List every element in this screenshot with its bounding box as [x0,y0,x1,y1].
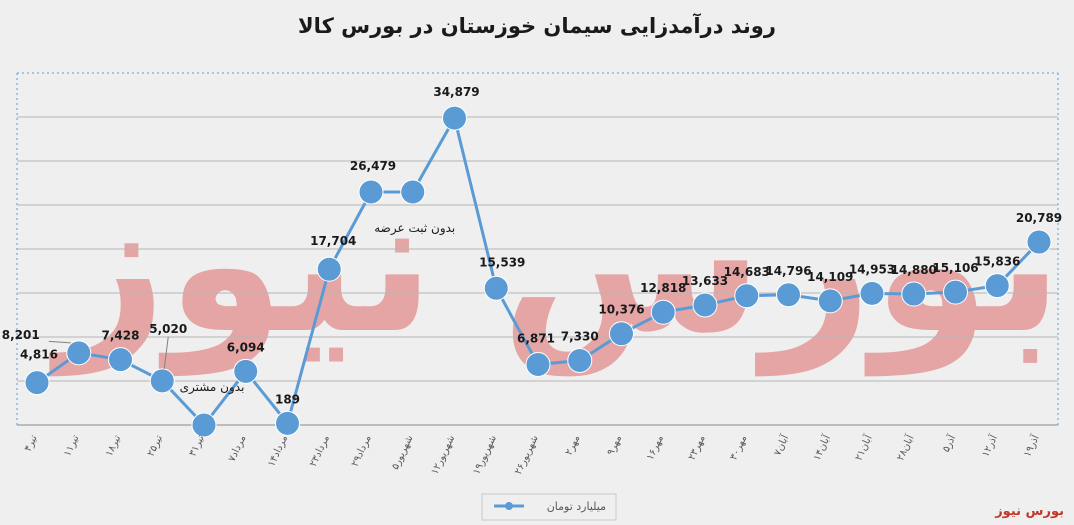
data-label: 15,539 [479,255,525,269]
data-point [567,347,593,373]
data-label: 7,330 [561,329,599,343]
data-point [108,347,133,373]
data-point [650,299,676,325]
x-tick-label: ۲۸آبان [893,432,917,463]
data-point [233,358,259,384]
data-label: 5,020 [149,322,187,336]
data-labels: 4,816 8,201 7,428 5,020 6,094 189 17,704 26,479… [2,85,1062,406]
x-tick-label: ۳۱تیر [187,433,206,458]
x-tick-label: ۷آبان [770,432,791,458]
x-tick-label: ۹مهر [605,434,624,458]
data-label: 15,106 [932,261,978,275]
data-label: 8,201 [2,328,40,342]
data-label: 189 [275,392,300,406]
legend-marker [505,502,513,510]
data-point [400,179,426,205]
data-point [1026,229,1052,255]
label-leader-line [163,336,169,369]
data-label: 26,479 [350,159,396,173]
data-point [66,340,92,366]
data-label: 12,818 [640,281,686,295]
x-tick-label: ۱۴مرداد [266,434,290,469]
x-tick-label: ۱۹شهریور [471,434,499,477]
data-point [692,292,718,318]
legend-box [481,493,617,521]
data-label: 6,094 [227,340,265,354]
data-label: 17,704 [310,234,356,248]
legend: میلیارد تومان [481,493,617,521]
data-point [859,280,885,306]
data-label: 6,871 [517,332,555,346]
data-label: 14,796 [765,264,811,278]
data-point [191,412,217,438]
data-point [943,279,968,305]
data-point [275,410,300,436]
x-axis-ticks: ۴تیر ۱۱تیر ۱۸تیر ۲۵تیر ۳۱تیر ۷مرداد ۱۴مرداد ۲۳م… [23,432,1043,477]
watermark-logo: بورس نیوز [49,154,1063,377]
data-point [609,321,634,347]
data-label: 15,836 [974,255,1020,269]
x-tick-label: ۱۲شهریور [429,434,457,477]
x-tick-label: ۵شهریور [390,434,415,472]
data-label: 34,879 [433,85,479,99]
annotation-no-listing: بدون ثبت عرضه [374,221,455,236]
data-point [984,273,1010,299]
data-point [442,105,467,131]
data-label: 20,789 [1016,211,1062,225]
data-points [24,105,1052,438]
data-point [24,370,50,396]
data-label: 14,880 [891,263,937,277]
x-tick-label: ۲۶شهریور [513,434,541,477]
x-tick-label: ۱۴آبان [810,432,834,463]
data-label: 7,428 [102,329,140,343]
data-point [483,275,509,301]
x-tick-label: ۳۰مهر [728,434,749,462]
label-leader-line [48,340,71,344]
x-tick-label: ۲۵تیر [146,433,165,458]
brand-footer: بورس نیوز [995,504,1064,519]
x-tick-label: ۱۲آذر [979,432,1001,459]
data-point [901,281,927,307]
annotation-no-buyer: بدون مشتری [180,380,245,395]
x-tick-label: ۷مرداد [227,434,249,464]
legend-series-label: میلیارد تومان [547,500,606,513]
data-label: 14,953 [849,262,895,276]
data-point [776,282,801,308]
x-tick-label: ۵آذر [939,432,959,454]
x-tick-label: ۲۳مرداد [308,434,332,469]
data-label: 14,109 [807,270,853,284]
data-label: 10,376 [598,303,644,317]
chart-title: روند درآمدزایی سیمان خوزستان در بورس کال… [298,14,776,38]
x-tick-label: ۴تیر [23,433,40,453]
data-label: 13,633 [682,274,728,288]
x-tick-label: ۱۶مهر [645,434,666,462]
data-point [316,256,342,282]
data-point [734,283,760,309]
x-tick-label: ۲۳مهر [687,434,708,462]
x-tick-label: ۱۱تیر [62,433,81,458]
data-label: 14,683 [724,265,770,279]
data-label: 4,816 [20,348,58,362]
x-tick-label: ۱۸تیر [104,433,123,458]
x-tick-label: ۲۹مرداد [350,434,374,469]
x-tick-label: ۲۱آبان [852,432,876,463]
x-tick-label: ۱۹آذر [1020,432,1042,459]
data-point [149,368,175,394]
data-point [358,179,384,205]
x-tick-label: ۲مهر [564,434,583,458]
watermark-text: بورس نیوز [49,154,1063,377]
data-point [817,288,843,314]
data-point [525,352,551,378]
